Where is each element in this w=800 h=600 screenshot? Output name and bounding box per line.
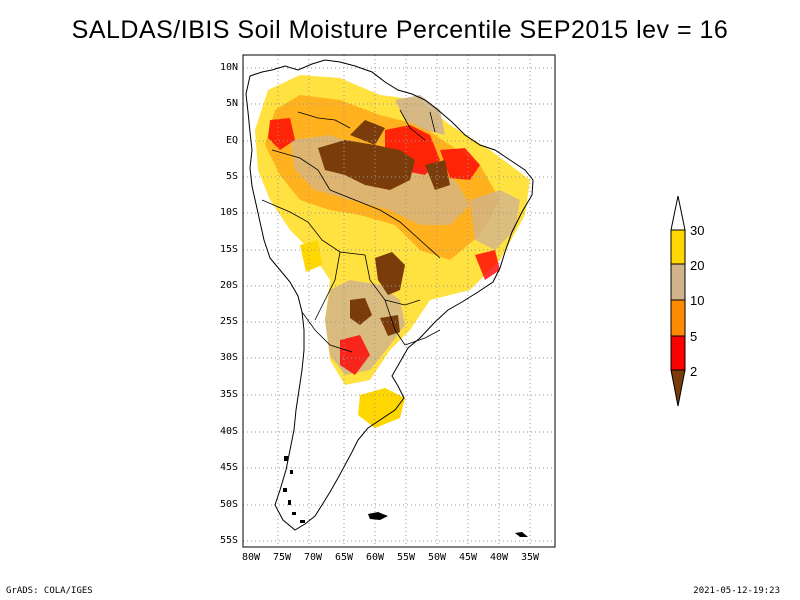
legend-label-20: 20 — [690, 258, 705, 273]
south-georgia — [515, 532, 528, 537]
legend-label-10: 10 — [690, 293, 705, 308]
lat-tick-5s: 5S — [225, 171, 238, 182]
field-lt2-pantanal — [375, 252, 405, 295]
grid-lines — [243, 55, 555, 547]
map-frame — [242, 54, 556, 548]
lon-tick-65w: 65W — [334, 552, 354, 563]
field-lt2-d — [350, 298, 372, 325]
lon-tick-70w: 70W — [303, 552, 323, 563]
lat-tick-10s: 10S — [219, 207, 238, 218]
field-2-5-b — [268, 118, 295, 150]
field-20-30-andes — [300, 240, 322, 272]
colorbar-5-10 — [670, 299, 686, 337]
colorbar-10-20 — [670, 263, 686, 301]
falkland-islands — [368, 512, 388, 520]
lon-tick-75w: 75W — [272, 552, 292, 563]
map-title: SALDAS/IBIS Soil Moisture Percentile SEP… — [71, 16, 729, 44]
field-20-30-pampas — [358, 388, 405, 428]
lat-tick-30s: 30S — [219, 352, 238, 363]
colorbar-top-arrow — [670, 195, 686, 231]
lat-tick-15s: 15S — [219, 244, 238, 255]
lat-tick-55s: 55S — [219, 535, 238, 546]
legend-label-2: 2 — [690, 364, 698, 379]
footer-credit: GrADS: COLA/IGES — [6, 586, 93, 596]
south-america-coastline — [245, 59, 534, 531]
lon-tick-45w: 45W — [458, 552, 478, 563]
lon-tick-40w: 40W — [489, 552, 509, 563]
field-lt2-amazon — [318, 140, 415, 190]
colorbar-bottom-arrow — [670, 369, 686, 407]
lat-tick-5n: 5N — [225, 98, 238, 109]
field-2-5-c — [440, 148, 480, 180]
colorbar-20-30 — [670, 229, 686, 265]
legend-label-30: 30 — [690, 223, 705, 238]
field-10-20-east — [470, 190, 520, 250]
lat-tick-50s: 50S — [219, 499, 238, 510]
percentile-field — [255, 75, 530, 428]
field-2-5-d — [340, 335, 370, 375]
lon-tick-35w: 35W — [520, 552, 540, 563]
colorbar — [670, 195, 686, 407]
lon-tick-60w: 60W — [365, 552, 385, 563]
lat-tick-20s: 20S — [219, 280, 238, 291]
field-lt2-e — [380, 315, 400, 336]
chile-fjords — [283, 456, 305, 523]
field-lt2-a — [350, 120, 385, 145]
lon-tick-80w: 80W — [241, 552, 261, 563]
lon-tick-50w: 50W — [427, 552, 447, 563]
field-10-20-guiana — [395, 95, 445, 135]
lat-tick-25s: 25S — [219, 316, 238, 327]
lat-tick-40s: 40S — [219, 426, 238, 437]
lon-tick-55w: 55W — [396, 552, 416, 563]
lat-tick-35s: 35S — [219, 389, 238, 400]
country-borders — [261, 109, 441, 353]
lat-tick-45s: 45S — [219, 462, 238, 473]
lat-tick-eq: EQ — [225, 135, 238, 146]
footer-timestamp: 2021-05-12-19:23 — [693, 586, 780, 596]
legend-label-5: 5 — [690, 329, 698, 344]
lat-tick-10n: 10N — [219, 62, 238, 73]
colorbar-2-5 — [670, 335, 686, 371]
field-2-5-e — [475, 250, 500, 280]
